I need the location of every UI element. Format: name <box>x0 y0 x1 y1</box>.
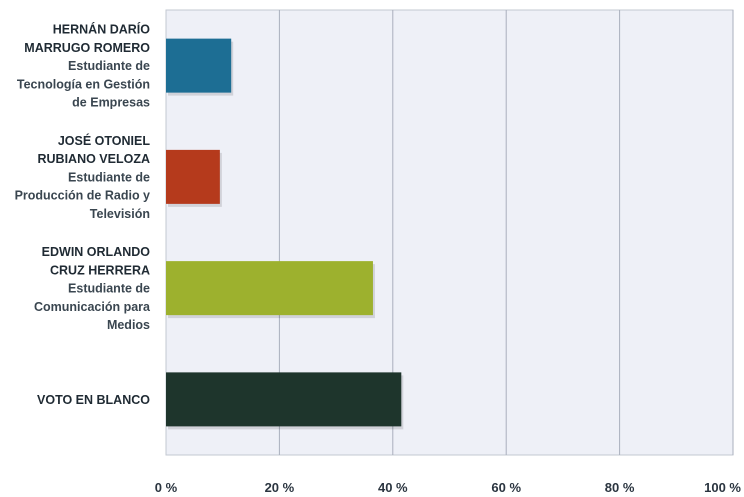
category-detail-line: Estudiante de <box>68 59 150 73</box>
category-name-line: CRUZ HERRERA <box>50 263 150 277</box>
category-label-4: VOTO EN BLANCO <box>37 393 150 407</box>
bars <box>166 38 404 430</box>
category-detail-line: Producción de Radio y <box>15 189 150 203</box>
category-name-line: RUBIANO VELOZA <box>38 152 151 166</box>
category-detail-line: Tecnología en Gestión <box>17 77 150 91</box>
x-tick-label-0: 0 % <box>155 480 178 495</box>
category-detail-line: Estudiante de <box>68 170 150 184</box>
x-tick-label-40: 40 % <box>378 480 408 495</box>
category-labels: HERNÁN DARÍO MARRUGO ROMERO Estudiante de T… <box>15 22 151 407</box>
category-label-3: EDWIN ORLANDO CRUZ HERRERA Estudiante de Co… <box>34 245 151 332</box>
category-name-line: VOTO EN BLANCO <box>37 393 150 407</box>
category-name-line: JOSÉ OTONIEL <box>58 133 151 148</box>
category-detail-line: Comunicación para <box>34 300 151 314</box>
category-label-1: HERNÁN DARÍO MARRUGO ROMERO Estudiante de T… <box>17 22 150 110</box>
category-detail-line: Estudiante de <box>68 282 150 296</box>
bar-2 <box>166 149 220 204</box>
category-name-line: EDWIN ORLANDO <box>42 245 151 259</box>
category-label-2: JOSÉ OTONIEL RUBIANO VELOZA Estudiante de P… <box>15 133 151 221</box>
x-tick-label-80: 80 % <box>605 480 635 495</box>
category-detail-line: Medios <box>107 318 150 332</box>
x-tick-label-60: 60 % <box>491 480 521 495</box>
bar-4 <box>166 372 402 427</box>
bar-1 <box>166 38 232 93</box>
bar-3 <box>166 261 373 316</box>
category-name-line: HERNÁN DARÍO <box>53 22 151 37</box>
category-detail-line: Televisión <box>90 207 150 221</box>
x-axis-ticks: 0 % 20 % 40 % 60 % 80 % 100 % <box>155 480 742 495</box>
x-tick-label-100: 100 % <box>704 480 741 495</box>
category-detail-line: de Empresas <box>72 96 150 110</box>
category-name-line: MARRUGO ROMERO <box>24 41 150 55</box>
x-tick-label-20: 20 % <box>265 480 295 495</box>
